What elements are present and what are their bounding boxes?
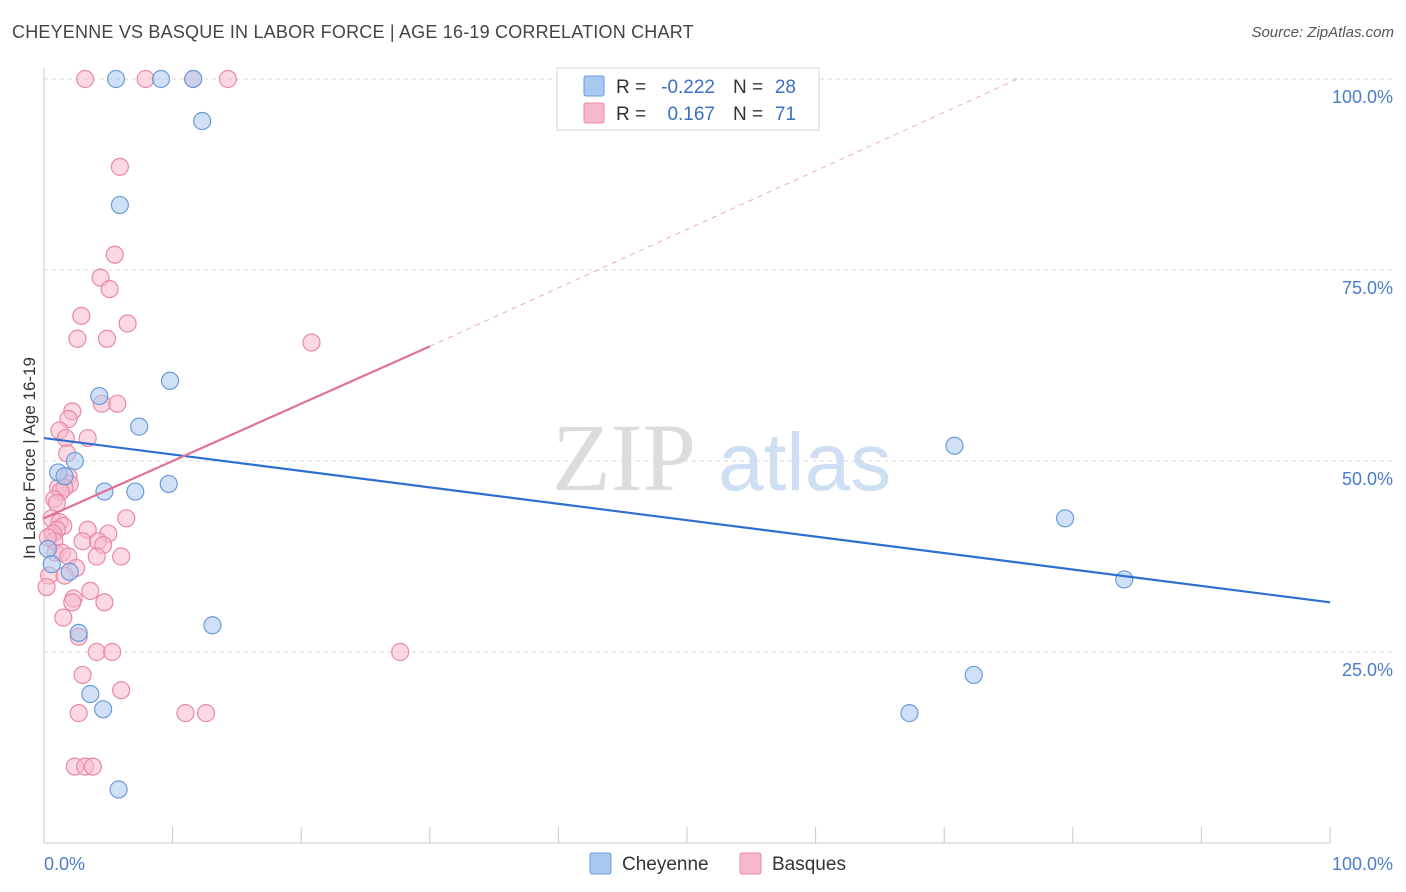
point-basques-49 xyxy=(81,581,100,600)
x-tick-label-max: 100.0% xyxy=(1332,854,1393,874)
point-basques-5 xyxy=(105,245,124,264)
point-cheyenne-18 xyxy=(69,623,88,643)
point-cheyenne-15 xyxy=(42,555,61,574)
point-cheyenne-26 xyxy=(900,704,919,723)
legend-n-label-basques: N = xyxy=(733,104,763,125)
point-basques-7 xyxy=(100,280,119,299)
point-cheyenne-20 xyxy=(94,700,113,719)
series-legend-label-basques: Basques xyxy=(772,854,846,875)
legend-n-value-cheyenne: 28 xyxy=(775,77,796,98)
trend-line-cheyenne xyxy=(43,436,1331,604)
point-basques-60 xyxy=(69,704,88,723)
point-basques-43 xyxy=(87,547,106,566)
point-cheyenne-8 xyxy=(65,451,84,471)
series-legend: Cheyenne Basques xyxy=(589,852,846,875)
y-tick-label-3: 100.0% xyxy=(1332,87,1393,107)
point-basques-8 xyxy=(72,306,91,325)
legend-r-label-cheyenne: R = xyxy=(616,77,646,98)
point-basques-57 xyxy=(391,642,410,662)
point-basques-48 xyxy=(37,577,56,597)
point-basques-37 xyxy=(73,532,92,551)
legend-n-label-cheyenne: N = xyxy=(733,77,763,98)
point-cheyenne-6 xyxy=(90,386,109,406)
y-tick-label-0: 25.0% xyxy=(1342,660,1393,680)
point-cheyenne-21 xyxy=(109,780,128,799)
trend-line-basques-extension xyxy=(429,78,1018,347)
point-cheyenne-25 xyxy=(964,665,983,685)
point-cheyenne-17 xyxy=(203,616,222,635)
y-tick-labels: 25.0% 50.0% 75.0% 100.0% xyxy=(1332,87,1393,680)
axes xyxy=(43,68,1331,844)
series-legend-swatch-cheyenne xyxy=(589,852,612,875)
point-cheyenne-23 xyxy=(1055,509,1075,528)
point-cheyenne-13 xyxy=(159,474,178,494)
point-cheyenne-14 xyxy=(38,539,57,558)
chart-source: Source: ZipAtlas.com xyxy=(1251,24,1394,41)
point-cheyenne-2 xyxy=(184,69,203,89)
point-cheyenne-4 xyxy=(110,195,129,215)
point-basques-62 xyxy=(196,704,216,723)
legend-r-label-basques: R = xyxy=(616,104,646,125)
point-cheyenne-0 xyxy=(106,69,126,89)
watermark: ZIP atlas xyxy=(552,404,891,511)
point-basques-4 xyxy=(110,157,129,176)
x-tick-label-min: 0.0% xyxy=(44,854,85,874)
point-basques-55 xyxy=(87,642,106,662)
point-cheyenne-16 xyxy=(60,562,79,581)
y-axis-label: In Labor Force | Age 16-19 xyxy=(20,357,39,559)
point-cheyenne-1 xyxy=(151,69,171,89)
point-basques-3 xyxy=(218,69,237,89)
point-basques-0 xyxy=(76,69,95,89)
point-cheyenne-19 xyxy=(81,684,100,704)
correlation-legend: R = -0.222 N = 28 R = 0.167 N = 71 xyxy=(556,67,820,131)
point-cheyenne-10 xyxy=(55,467,74,486)
y-tick-label-2: 75.0% xyxy=(1342,278,1393,298)
point-cheyenne-24 xyxy=(1115,570,1134,589)
point-basques-1 xyxy=(136,69,155,89)
point-basques-11 xyxy=(97,329,117,348)
point-basques-19 xyxy=(56,428,75,448)
chart-title: CHEYENNE VS BASQUE IN LABOR FORCE | AGE … xyxy=(12,22,694,42)
legend-swatch-cheyenne xyxy=(583,75,605,97)
trend-lines xyxy=(43,78,1331,604)
y-tick-label-1: 50.0% xyxy=(1342,469,1393,489)
legend-r-value-cheyenne: -0.222 xyxy=(661,77,715,98)
point-basques-12 xyxy=(302,333,321,352)
legend-swatch-basques xyxy=(583,102,605,124)
legend-n-value-basques: 71 xyxy=(775,104,796,125)
point-cheyenne-3 xyxy=(193,111,212,131)
point-basques-56 xyxy=(103,642,122,662)
point-basques-59 xyxy=(112,681,131,700)
point-cheyenne-12 xyxy=(126,482,145,501)
point-basques-65 xyxy=(83,757,102,776)
watermark-atlas: atlas xyxy=(718,417,891,508)
grid-lines xyxy=(44,78,1394,653)
trend-line-basques xyxy=(43,345,431,520)
point-basques-10 xyxy=(68,329,87,348)
point-cheyenne-7 xyxy=(130,417,149,436)
point-basques-9 xyxy=(118,314,137,333)
legend-r-value-basques: 0.167 xyxy=(667,104,715,125)
point-basques-14 xyxy=(108,394,127,413)
series-legend-swatch-basques xyxy=(739,852,762,875)
point-basques-52 xyxy=(95,593,114,612)
point-basques-30 xyxy=(117,509,136,528)
point-basques-44 xyxy=(112,547,131,566)
watermark-zip: ZIP xyxy=(552,404,696,511)
point-basques-61 xyxy=(176,704,195,723)
point-basques-51 xyxy=(63,593,82,612)
point-cheyenne-5 xyxy=(160,371,180,390)
point-basques-58 xyxy=(73,665,92,685)
point-basques-53 xyxy=(54,608,73,627)
point-cheyenne-22 xyxy=(945,436,964,455)
series-legend-label-cheyenne: Cheyenne xyxy=(622,854,709,875)
